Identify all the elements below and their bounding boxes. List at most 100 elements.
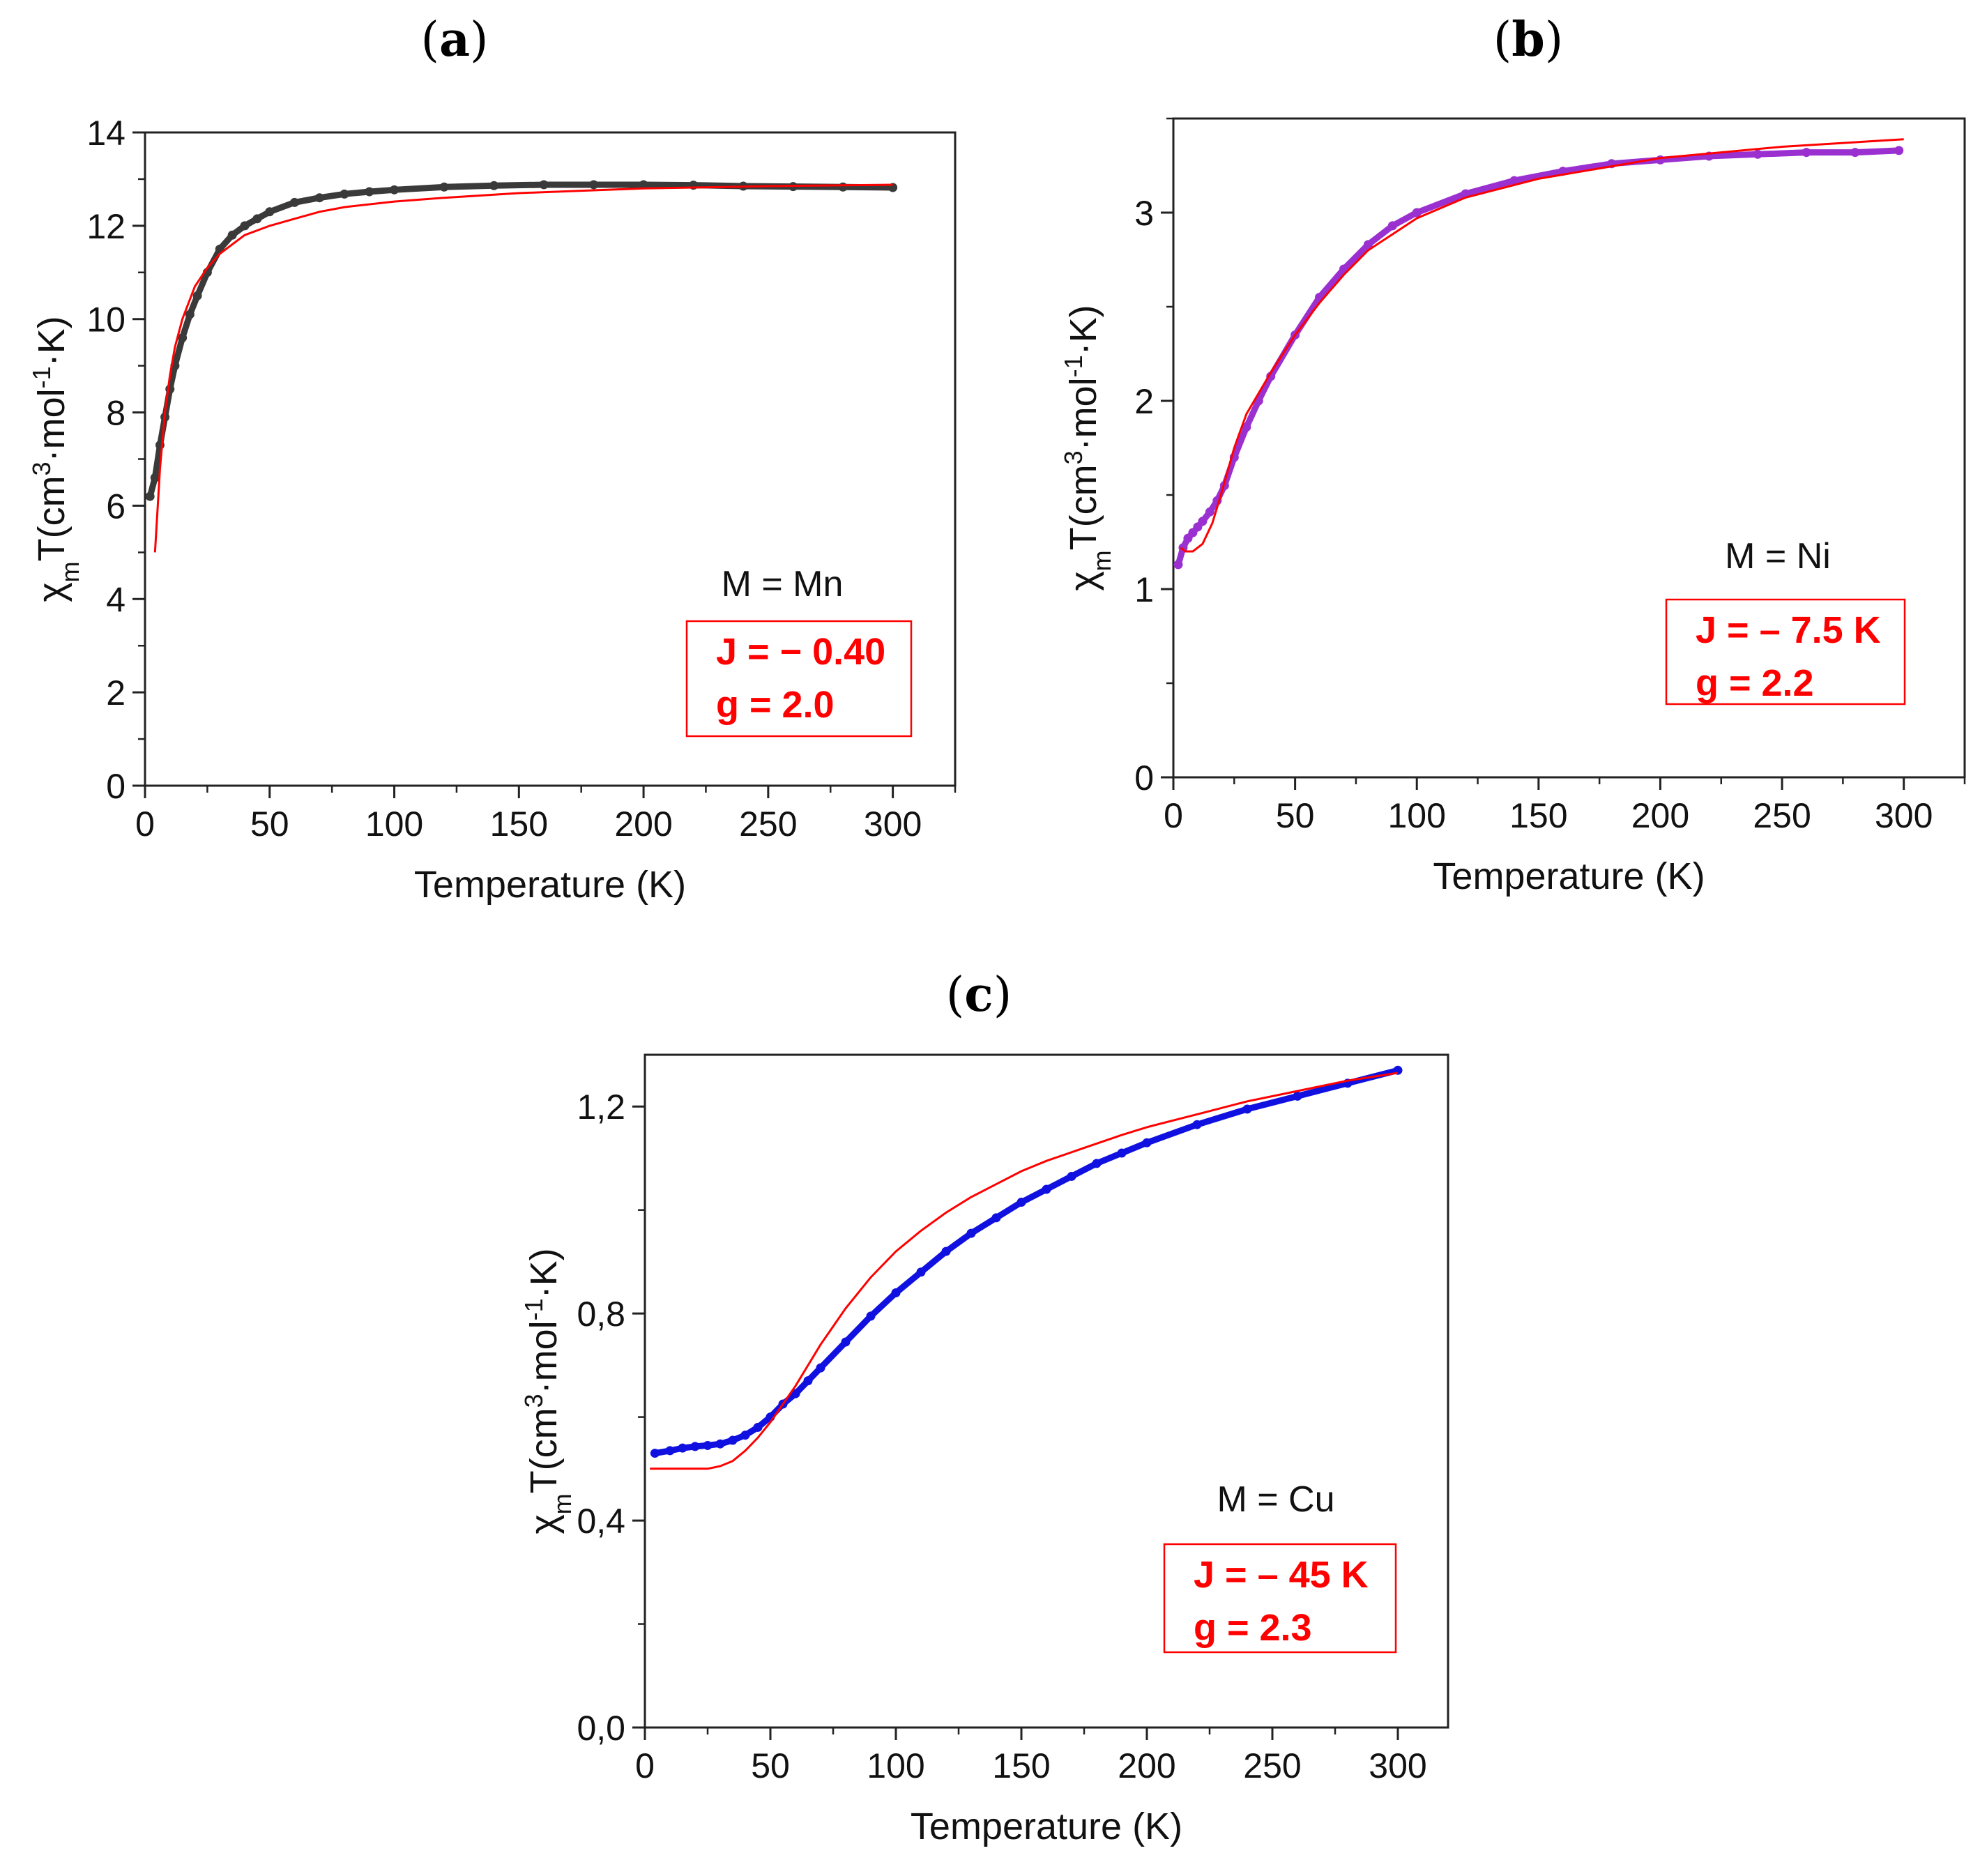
panel-c: (c) 0 50 100 150 200 250 300 0,0 0,4 0,8 1,2 Tempera… (519, 967, 1449, 1847)
x-tick-label: 250 (739, 804, 797, 844)
data-point (1198, 517, 1208, 526)
y-tick-label: 0 (106, 767, 125, 806)
x-tick-label: 150 (1509, 796, 1567, 835)
data-point (1894, 146, 1904, 155)
data-point (150, 473, 160, 482)
fit-param-j: J = – 45 K (1194, 1554, 1369, 1596)
data-point (891, 1288, 901, 1297)
y-axis-title-mid: ·mol (31, 388, 73, 462)
panel-title: (b) (1493, 12, 1564, 68)
y-axis-title-sup2: -1 (519, 1298, 548, 1320)
x-tick-label: 50 (1276, 796, 1315, 835)
data-point (690, 1442, 700, 1451)
y-axis-title-chi_sub: m (56, 561, 84, 582)
x-tick-label: 150 (992, 1746, 1050, 1785)
data-point (715, 1439, 725, 1449)
x-tick-label: 0 (1164, 796, 1183, 835)
data-point (390, 185, 399, 195)
panel-title-letter: c (964, 967, 993, 1023)
data-point (1387, 221, 1397, 231)
y-tick-label: 12 (86, 207, 125, 246)
panel-title-open: ( (1493, 13, 1512, 68)
x-tick-label: 50 (751, 1746, 790, 1785)
data-point (589, 180, 599, 190)
data-point (365, 187, 374, 197)
y-axis-title-sup2: -1 (1059, 355, 1088, 377)
x-tick-label: 200 (1118, 1746, 1175, 1785)
y-tick-label: 2 (1134, 382, 1154, 421)
x-tick-label: 250 (1243, 1746, 1301, 1785)
y-tick-label: 10 (86, 300, 125, 340)
metal-label: M = Mn (722, 564, 844, 604)
data-point (1205, 507, 1214, 517)
data-point (265, 207, 275, 217)
data-point (1142, 1138, 1152, 1147)
data-point (1850, 148, 1860, 158)
fit-param-j: J = − 0.40 (716, 631, 885, 673)
data-point (816, 1363, 825, 1373)
panel-title: (c) (946, 967, 1012, 1023)
data-point (1363, 240, 1373, 250)
data-point (966, 1228, 976, 1238)
data-point (439, 182, 449, 192)
x-tick-label: 0 (135, 804, 155, 844)
data-point (791, 1389, 800, 1398)
y-axis-title-t: T(cm (1063, 464, 1104, 550)
y-tick-label: 3 (1134, 194, 1154, 233)
data-point (1042, 1184, 1051, 1194)
data-point (753, 1422, 763, 1432)
data-point (1067, 1171, 1076, 1181)
fit-param-box (1163, 1543, 1397, 1654)
metal-label: M = Ni (1725, 536, 1831, 577)
y-tick-label: 8 (106, 394, 125, 433)
data-point (639, 180, 648, 190)
metal-label: M = Cu (1217, 1479, 1334, 1520)
data-point (1293, 1091, 1302, 1101)
x-tick-label: 50 (250, 804, 289, 844)
x-axis-title: Temperature (K) (1433, 855, 1705, 897)
data-point (145, 491, 155, 501)
panel-title-close: ) (470, 13, 489, 68)
y-tick-label: 1 (1134, 570, 1154, 609)
y-tick-label: 4 (106, 580, 125, 619)
x-tick-label: 0 (635, 1746, 655, 1785)
y-axis-title-end: ·K) (523, 1248, 565, 1298)
panel-a: (a) 0 50 100 150 200 250 300 0 2 4 6 8 10 12 14 Temperat… (27, 12, 957, 906)
plot-frame (644, 1053, 1449, 1729)
y-axis-title-chi: χ (1063, 571, 1104, 590)
x-tick-label: 100 (867, 1746, 924, 1785)
panel-title-open: ( (946, 968, 965, 1023)
data-point (240, 221, 250, 231)
y-tick-label: 2 (106, 673, 125, 712)
y-tick-label: 1,2 (577, 1088, 625, 1127)
panel-title: (a) (420, 12, 488, 68)
panel-title-close: ) (1545, 13, 1564, 68)
data-point (941, 1246, 951, 1256)
data-point (650, 1449, 660, 1458)
fit-param-j: J = – 7.5 K (1696, 609, 1881, 651)
panel-title-close: ) (993, 968, 1012, 1023)
data-point (1192, 1120, 1202, 1129)
data-point (185, 310, 195, 319)
data-point (227, 230, 237, 240)
data-point (1092, 1159, 1102, 1168)
data-point (803, 1376, 813, 1386)
data-point (314, 193, 324, 203)
data-point (1266, 372, 1276, 381)
data-point (841, 1337, 851, 1347)
y-axis-title-chi: χ (31, 582, 73, 602)
data-point (1173, 560, 1183, 570)
y-axis-title-t: T(cm (31, 475, 73, 561)
data-point (252, 214, 262, 224)
y-axis-title-end: ·K) (1063, 305, 1104, 355)
y-axis-title-end: ·K) (31, 316, 73, 366)
data-point (1016, 1198, 1026, 1207)
y-axis-title-sup1: 3 (1059, 450, 1088, 464)
data-point (665, 1446, 675, 1456)
y-axis-title-sup1: 3 (27, 462, 56, 475)
fit-param-g: g = 2.3 (1194, 1607, 1312, 1649)
data-point (192, 291, 202, 300)
data-point (866, 1311, 876, 1321)
fit-param-g: g = 2.2 (1696, 662, 1814, 704)
